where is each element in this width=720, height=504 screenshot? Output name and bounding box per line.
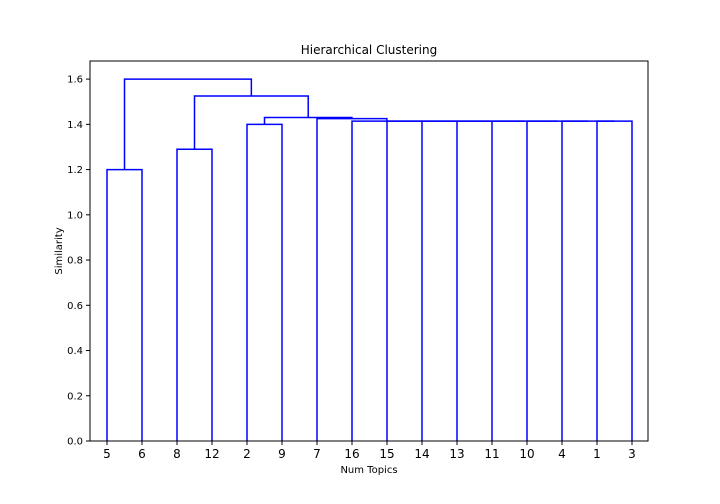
y-tick-label: 0.6 xyxy=(67,301,83,312)
chart-title: Hierarchical Clustering xyxy=(301,43,437,57)
x-tick-label: 5 xyxy=(103,447,111,461)
y-tick-label: 0.2 xyxy=(67,391,83,402)
x-tick-label: 16 xyxy=(344,447,359,461)
y-tick-label: 1.0 xyxy=(67,210,83,221)
dendrogram-link xyxy=(193,95,309,150)
x-tick-label: 8 xyxy=(173,447,181,461)
x-tick-label: 12 xyxy=(204,447,219,461)
dendrogram-link xyxy=(596,120,633,441)
plot-frame xyxy=(89,60,649,442)
dendrogram-link xyxy=(246,123,283,441)
y-tick-label: 0.8 xyxy=(67,256,83,267)
x-tick-label: 10 xyxy=(519,447,534,461)
dendrogram-link xyxy=(123,78,253,170)
dendrogram-link xyxy=(263,116,353,125)
y-tick-label: 1.2 xyxy=(67,165,83,176)
dendrogram-links xyxy=(106,78,633,441)
x-tick-label: 7 xyxy=(313,447,321,461)
x-tick-label: 11 xyxy=(484,447,499,461)
x-tick-label: 3 xyxy=(628,447,636,461)
x-axis: 5 6 8 12 2 9 7 16 15 14 13 11 10 4 1 3 xyxy=(103,441,636,461)
y-tick-label: 1.4 xyxy=(67,120,83,131)
x-tick-label: 2 xyxy=(243,447,251,461)
dendrogram-link xyxy=(561,120,615,441)
x-tick-label: 9 xyxy=(278,447,286,461)
y-tick-label: 1.6 xyxy=(67,75,83,86)
x-tick-label: 13 xyxy=(449,447,464,461)
x-tick-label: 6 xyxy=(138,447,146,461)
y-axis-label: Similarity xyxy=(54,227,65,274)
x-tick-label: 4 xyxy=(558,447,566,461)
dendrogram-link xyxy=(526,120,589,441)
dendrogram-link xyxy=(176,148,213,441)
dendrogram-link xyxy=(456,120,525,441)
y-axis: 0.0 0.2 0.4 0.6 0.8 1.0 1.2 1.4 1.6 xyxy=(67,75,90,448)
x-tick-label: 14 xyxy=(414,447,429,461)
x-axis-label: Num Topics xyxy=(340,465,397,476)
dendrogram-link xyxy=(106,168,143,441)
dendrogram-link xyxy=(316,117,388,441)
dendrogram-link xyxy=(491,120,558,441)
y-tick-label: 0.0 xyxy=(67,437,83,448)
x-tick-label: 1 xyxy=(593,447,601,461)
dendrogram-link xyxy=(351,120,422,441)
y-tick-label: 0.4 xyxy=(67,346,83,357)
x-tick-label: 15 xyxy=(379,447,394,461)
